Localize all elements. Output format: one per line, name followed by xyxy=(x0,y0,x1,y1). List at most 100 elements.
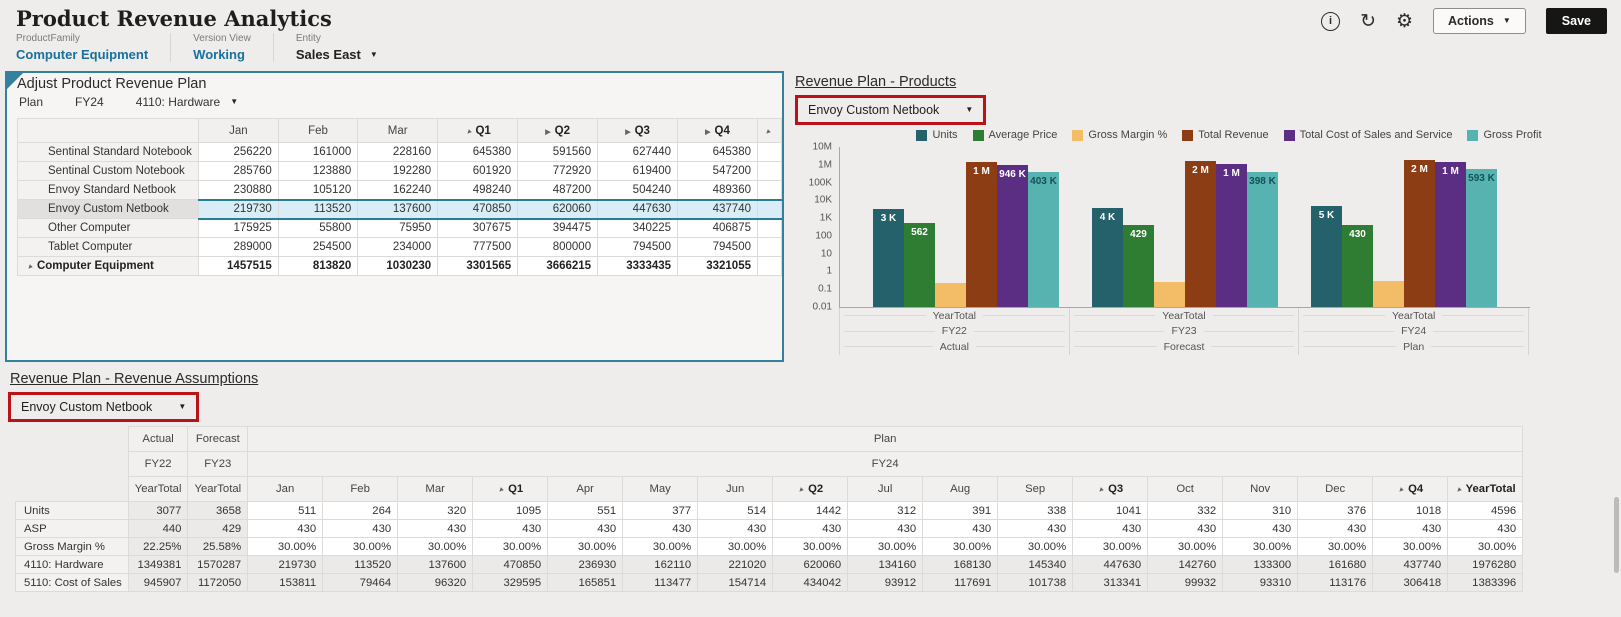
row-header[interactable]: Envoy Custom Netbook xyxy=(17,199,199,219)
column-header-q1[interactable]: ▼ Q1 xyxy=(437,118,519,143)
grid-cell[interactable]: 772920 xyxy=(517,161,599,181)
column-header-q4[interactable]: ▶ Q4 xyxy=(677,118,758,143)
grid-cell[interactable]: 487200 xyxy=(517,180,599,200)
grid-cell[interactable]: 93310 xyxy=(1222,573,1299,592)
grid-cell[interactable]: 430 xyxy=(397,519,474,538)
grid-cell[interactable]: 1442 xyxy=(772,501,849,520)
column-header-mar[interactable]: Mar xyxy=(397,476,474,502)
column-header-fy24[interactable]: FY24 xyxy=(247,451,1524,477)
grid-cell[interactable]: 1095 xyxy=(472,501,549,520)
grid-cell[interactable]: 30.00% xyxy=(1447,537,1524,556)
expand-collapse-icon[interactable]: ▼ xyxy=(24,262,35,273)
grid-cell[interactable]: 645380 xyxy=(437,142,519,162)
column-header-may[interactable]: May xyxy=(622,476,699,502)
grid-cell[interactable]: 219730 xyxy=(247,555,324,574)
grid-cell[interactable]: 376 xyxy=(1297,501,1374,520)
column-header-plan[interactable]: Plan xyxy=(247,426,1524,452)
grid-cell[interactable]: 117691 xyxy=(922,573,999,592)
grid-cell[interactable]: 430 xyxy=(547,519,624,538)
grid-cell[interactable]: 30.00% xyxy=(847,537,924,556)
grid-cell[interactable]: 30.00% xyxy=(922,537,999,556)
grid-cell[interactable]: 55800 xyxy=(277,218,359,238)
grid-cell[interactable]: 30.00% xyxy=(322,537,399,556)
grid-cell[interactable]: 113176 xyxy=(1297,573,1374,592)
column-header-jan[interactable]: Jan xyxy=(247,476,324,502)
grid-cell[interactable]: 489360 xyxy=(677,180,758,200)
grid-cell[interactable]: 329595 xyxy=(472,573,549,592)
column-header-actual[interactable]: Actual xyxy=(127,426,189,452)
refresh-icon[interactable]: ↻ xyxy=(1360,10,1376,32)
grid-cell[interactable]: 30.00% xyxy=(997,537,1074,556)
expand-collapse-icon[interactable]: ▼ xyxy=(1453,485,1464,496)
grid-cell[interactable]: 794500 xyxy=(677,237,758,257)
grid-cell[interactable]: 1018 xyxy=(1372,501,1449,520)
assumptions-product-dropdown[interactable]: Envoy Custom Netbook ▼ xyxy=(8,392,200,422)
row-header[interactable]: Sentinal Custom Notebook xyxy=(17,161,199,181)
grid-cell[interactable] xyxy=(757,142,782,162)
column-header-q2[interactable]: ▼ Q2 xyxy=(772,476,849,502)
grid-cell[interactable]: 430 xyxy=(1222,519,1299,538)
column-header-nov[interactable]: Nov xyxy=(1222,476,1299,502)
grid-cell[interactable]: 153811 xyxy=(247,573,324,592)
grid-cell[interactable]: 30.00% xyxy=(697,537,774,556)
grid-cell[interactable]: 945907 xyxy=(127,573,189,592)
grid-cell[interactable]: 133300 xyxy=(1222,555,1299,574)
grid-cell[interactable]: 30.00% xyxy=(1297,537,1374,556)
grid-cell[interactable]: 591560 xyxy=(517,142,599,162)
grid-cell[interactable]: 30.00% xyxy=(1147,537,1224,556)
column-header-apr[interactable]: Apr xyxy=(547,476,624,502)
grid-cell[interactable]: 813820 xyxy=(277,256,359,276)
grid-cell[interactable]: 264 xyxy=(322,501,399,520)
grid-cell[interactable]: 430 xyxy=(697,519,774,538)
grid-cell[interactable]: 307675 xyxy=(437,218,519,238)
row-header[interactable]: ASP xyxy=(15,519,129,538)
grid-cell[interactable]: 619400 xyxy=(597,161,679,181)
grid-cell[interactable]: 794500 xyxy=(597,237,679,257)
column-header-q3[interactable]: ▼ Q3 xyxy=(1072,476,1149,502)
grid-cell[interactable]: 377 xyxy=(622,501,699,520)
grid-cell[interactable]: 1172050 xyxy=(187,573,249,592)
grid-cell[interactable]: 221020 xyxy=(697,555,774,574)
row-header[interactable]: Units xyxy=(15,501,129,520)
expand-collapse-icon[interactable]: ▼ xyxy=(762,127,773,137)
grid-cell[interactable]: 620060 xyxy=(772,555,849,574)
grid-cell[interactable]: 3077 xyxy=(127,501,189,520)
grid-cell[interactable]: 551 xyxy=(547,501,624,520)
grid-cell[interactable]: 332 xyxy=(1147,501,1224,520)
column-header-jul[interactable]: Jul xyxy=(847,476,924,502)
grid-cell[interactable]: 470850 xyxy=(437,198,519,220)
grid-cell[interactable]: 406875 xyxy=(677,218,758,238)
grid-cell[interactable]: 320 xyxy=(397,501,474,520)
grid-cell[interactable]: 447630 xyxy=(1072,555,1149,574)
grid-cell[interactable]: 437740 xyxy=(677,198,758,220)
column-header-q1[interactable]: ▼ Q1 xyxy=(472,476,549,502)
grid-cell[interactable]: 93912 xyxy=(847,573,924,592)
row-header[interactable]: Gross Margin % xyxy=(15,537,129,556)
grid-cell[interactable]: 168130 xyxy=(922,555,999,574)
pov-value-product-family[interactable]: Computer Equipment xyxy=(16,47,149,62)
column-header-yeartotal[interactable]: YearTotal xyxy=(187,476,249,502)
grid-cell[interactable]: 1030230 xyxy=(357,256,439,276)
actions-button[interactable]: Actions ▼ xyxy=(1433,8,1526,34)
grid-cell[interactable]: 228160 xyxy=(357,142,439,162)
grid-cell[interactable]: 3321055 xyxy=(677,256,758,276)
row-header[interactable]: Envoy Standard Netbook xyxy=(17,180,199,200)
grid-cell[interactable]: 175925 xyxy=(197,218,279,238)
grid-cell[interactable]: 134160 xyxy=(847,555,924,574)
grid-cell[interactable]: 338 xyxy=(997,501,1074,520)
column-header-fy22[interactable]: FY22 xyxy=(127,451,189,477)
gear-icon[interactable]: ⚙ xyxy=(1395,10,1414,32)
grid-cell[interactable]: 627440 xyxy=(597,142,679,162)
grid-cell[interactable]: 470850 xyxy=(472,555,549,574)
grid-cell[interactable]: 547200 xyxy=(677,161,758,181)
column-header-yeartotal[interactable]: YearTotal xyxy=(127,476,189,502)
grid-cell[interactable]: 75950 xyxy=(357,218,439,238)
grid-cell[interactable]: 601920 xyxy=(437,161,519,181)
grid-cell[interactable]: 145340 xyxy=(997,555,1074,574)
save-button[interactable]: Save xyxy=(1545,8,1607,34)
grid-cell[interactable]: 30.00% xyxy=(772,537,849,556)
grid-cell[interactable]: 3301565 xyxy=(437,256,519,276)
grid-cell[interactable]: 1457515 xyxy=(197,256,279,276)
grid-cell[interactable]: 30.00% xyxy=(1222,537,1299,556)
column-header-jan[interactable]: Jan xyxy=(197,118,279,143)
